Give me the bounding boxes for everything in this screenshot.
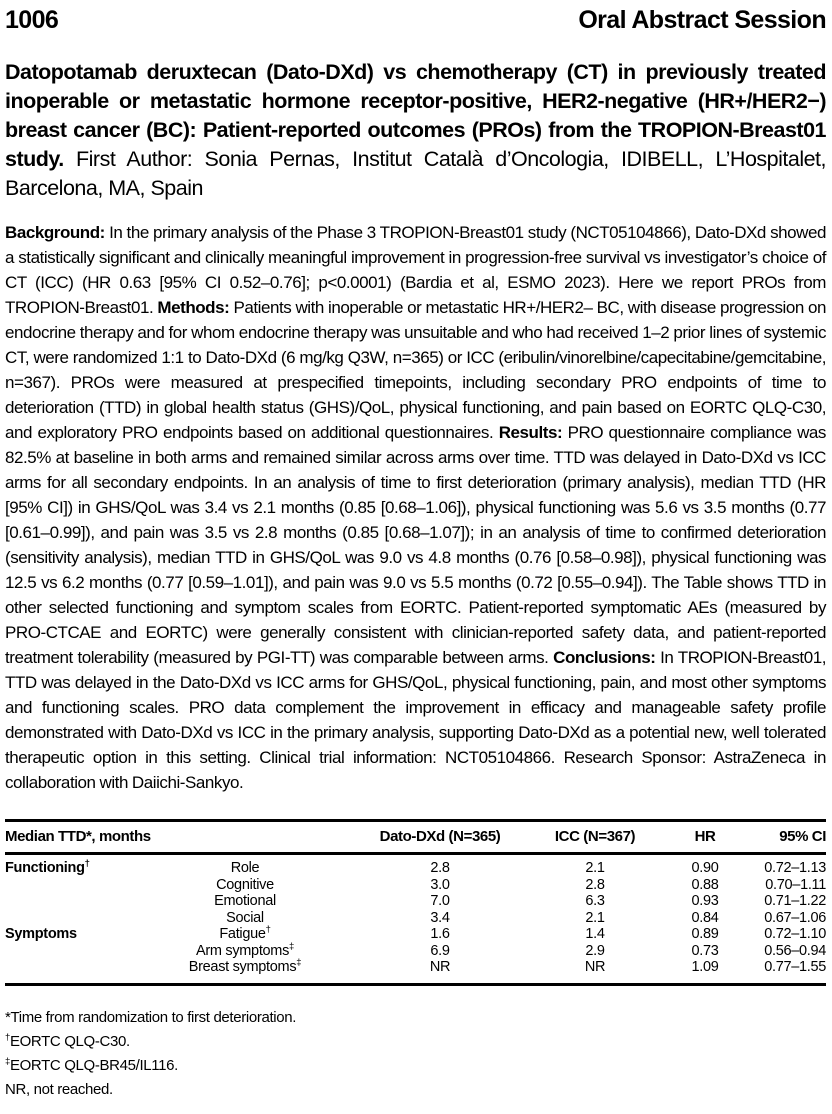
table-row: Symptoms Fatigue† 1.6 1.4 0.89 0.72–1.10 <box>5 924 827 943</box>
page-header: 1006 Oral Abstract Session <box>5 6 827 35</box>
cell-ci-value: 0.71–1.22 <box>764 893 827 909</box>
cell-dato-value: 7.0 <box>430 893 450 909</box>
footnote-asterisk: *Time from randomization to first deteri… <box>5 1006 826 1030</box>
header-cell-label: Median TTD*, months <box>5 820 356 855</box>
superscript-marker: ‡ <box>289 940 295 952</box>
table-header-row: Median TTD*, months Dato-DXd (N=365) ICC… <box>5 820 826 855</box>
cell-ci-value: 0.72–1.10 <box>764 926 827 942</box>
cell-dato-value: 3.0 <box>430 876 450 893</box>
cell-icc-value: NR <box>584 959 606 975</box>
cell-dato-value: 2.8 <box>430 860 450 876</box>
cell-group <box>5 893 135 910</box>
abstract-title: Datopotamab deruxtecan (Dato-DXd) vs che… <box>5 60 827 171</box>
cell-scale: Role <box>230 860 260 876</box>
cell-hr-value: 0.84 <box>691 909 719 926</box>
header-cell-ci: 95% CI <box>745 820 826 855</box>
header-cell-icc: ICC (N=367) <box>525 820 666 855</box>
abstract-body: Background: In the primary analysis of t… <box>5 220 826 795</box>
cell-icc-value: 2.9 <box>585 942 605 959</box>
section-text-methods: Patients with inoperable or metastatic H… <box>5 298 826 442</box>
cell-group: Functioning† <box>5 858 90 876</box>
cell-hr-value: 0.88 <box>691 876 719 893</box>
footnotes: *Time from randomization to first deteri… <box>5 1006 826 1102</box>
cell-group <box>5 959 135 984</box>
footnote-text: *Time from randomization to first deteri… <box>5 1008 297 1026</box>
cell-group <box>5 943 135 960</box>
section-text-background: In the primary analysis of the Phase 3 T… <box>5 223 826 317</box>
footnote-nr: NR, not reached. <box>5 1078 826 1102</box>
cell-icc-value: 6.3 <box>585 893 605 909</box>
table-row: Social 3.4 2.1 0.84 0.67–1.06 <box>5 910 826 927</box>
abstract-title-block: Datopotamab deruxtecan (Dato-DXd) vs che… <box>5 58 827 203</box>
cell-icc-value: 2.8 <box>585 876 605 893</box>
cell-dato-value: 1.6 <box>430 926 450 942</box>
header-cell-dato: Dato-DXd (N=365) <box>355 820 526 855</box>
cell-ci-value: 0.67–1.06 <box>764 909 827 926</box>
cell-icc-value: 1.4 <box>585 926 605 942</box>
cell-ci-value: 0.70–1.11 <box>765 876 827 893</box>
table-row: Cognitive 3.0 2.8 0.88 0.70–1.11 <box>5 877 826 894</box>
cell-scale: Cognitive <box>216 876 274 893</box>
cell-ci-value: 0.72–1.13 <box>764 860 827 876</box>
table-row: Arm symptoms‡ 6.9 2.9 0.73 0.56–0.94 <box>5 940 827 960</box>
section-label-conclusions: Conclusions: <box>553 648 656 667</box>
cell-icc-value: 2.1 <box>585 909 605 926</box>
session-title: Oral Abstract Session <box>578 6 826 34</box>
section-label-methods: Methods: <box>157 298 230 317</box>
footnote-text: EORTC QLQ-BR45/IL116. <box>9 1056 178 1074</box>
cell-scale: Arm symptoms‡ <box>195 940 295 959</box>
superscript-marker: ‡ <box>296 957 302 969</box>
cell-hr-value: 0.73 <box>691 942 719 959</box>
footnote-sup: † <box>5 1031 10 1043</box>
cell-group <box>5 877 135 894</box>
section-label-background: Background: <box>5 223 105 242</box>
footnote-text: NR, not reached. <box>5 1080 113 1098</box>
section-label-results: Results: <box>498 423 563 442</box>
section-text-conclusions: In TROPION-Breast01, TTD was delayed in … <box>5 648 826 792</box>
table-row: Breast symptoms‡ NR NR 1.09 0.77–1.55 <box>5 957 827 984</box>
superscript-marker: † <box>265 924 271 936</box>
cell-scale: Social <box>226 909 264 926</box>
author-info: First Author: Sonia Pernas, Institut Cat… <box>5 147 827 200</box>
footnote-dagger: †EORTC QLQ-C30. <box>5 1030 826 1054</box>
cell-group <box>5 910 135 927</box>
ttd-table-head: Median TTD*, months Dato-DXd (N=365) ICC… <box>5 820 826 855</box>
cell-ci-value: 0.77–1.55 <box>764 959 827 975</box>
cell-icc-value: 2.1 <box>585 860 605 876</box>
cell-ci-value: 0.56–0.94 <box>764 942 827 959</box>
ttd-table-body: Functioning† Role 2.8 2.1 0.90 0.72–1.13 Cogni… <box>5 854 826 985</box>
cell-scale: Emotional <box>214 893 276 909</box>
header-cell-hr: HR <box>665 820 746 855</box>
table-row: Emotional 7.0 6.3 0.93 0.71–1.22 <box>5 893 826 910</box>
cell-group: Symptoms <box>5 926 77 942</box>
cell-hr-value: 0.90 <box>691 860 719 876</box>
section-text-results: PRO questionnaire compliance was 82.5% a… <box>5 423 826 667</box>
cell-hr-value: 1.09 <box>691 959 719 975</box>
cell-hr-value: 0.93 <box>691 893 719 909</box>
cell-scale: Fatigue† <box>219 924 271 942</box>
cell-hr-value: 0.89 <box>691 926 719 942</box>
abstract-number: 1006 <box>5 6 59 34</box>
superscript-marker: † <box>84 858 90 870</box>
cell-dato-value: 6.9 <box>430 942 450 959</box>
cell-scale: Breast symptoms‡ <box>188 957 302 975</box>
cell-dato-value: 3.4 <box>430 909 450 926</box>
footnote-double-dagger: ‡EORTC QLQ-BR45/IL116. <box>5 1054 826 1078</box>
footnote-sup: ‡ <box>5 1055 10 1067</box>
ttd-table: Median TTD*, months Dato-DXd (N=365) ICC… <box>5 819 826 986</box>
footnote-text: EORTC QLQ-C30. <box>9 1032 130 1050</box>
table-row: Functioning† Role 2.8 2.1 0.90 0.72–1.13 <box>5 854 826 877</box>
cell-dato-value: NR <box>429 959 451 975</box>
